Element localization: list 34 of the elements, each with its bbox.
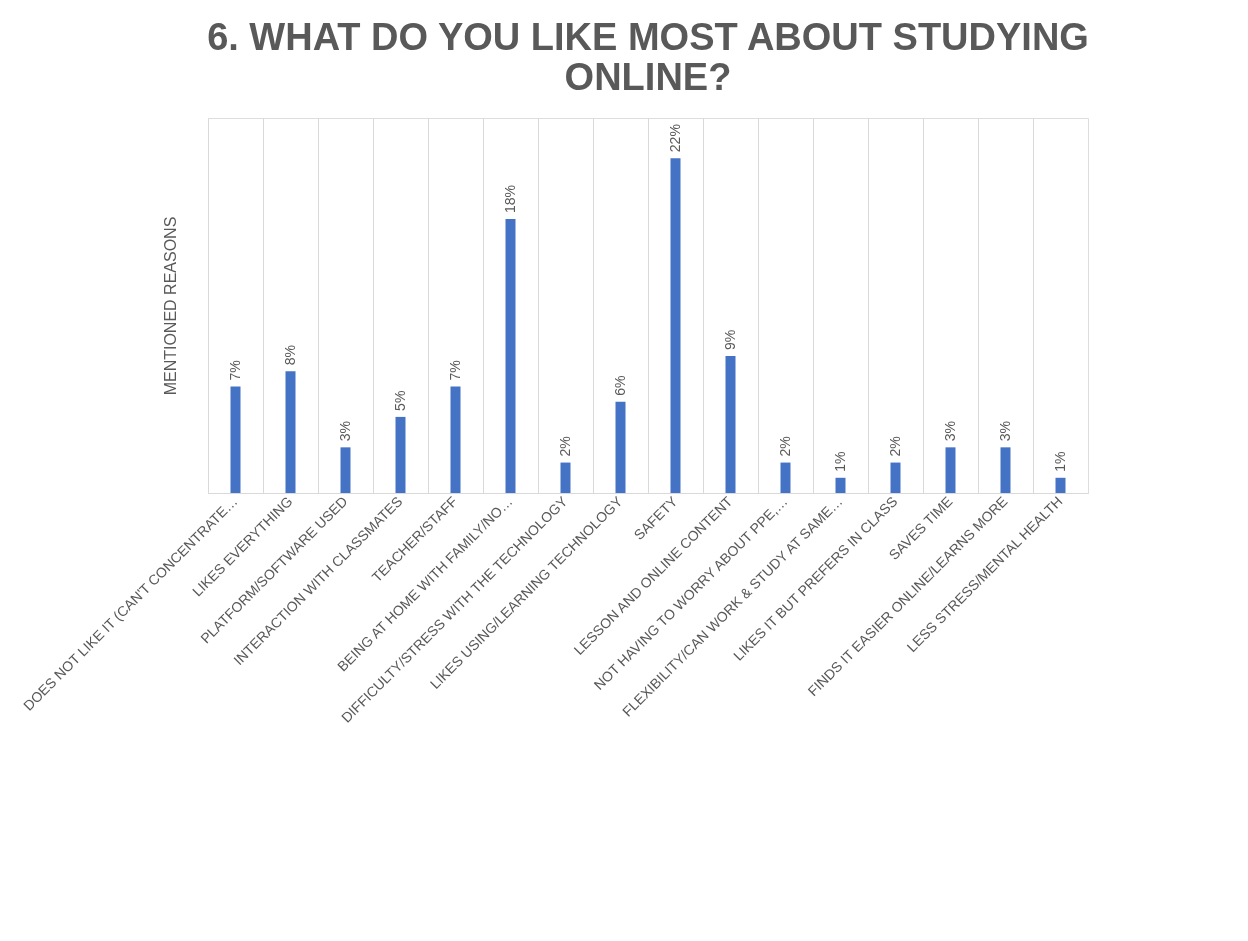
chart-title: 6. WHAT DO YOU LIKE MOST ABOUT STUDYING ONLINE?	[207, 16, 1089, 98]
bar	[1000, 447, 1011, 493]
bar	[725, 356, 736, 493]
data-label: 3%	[336, 421, 353, 442]
data-label: 3%	[941, 421, 958, 442]
bar	[670, 158, 681, 493]
bar	[560, 462, 571, 493]
data-label: 7%	[226, 360, 243, 381]
bar	[285, 371, 296, 493]
data-label: 7%	[446, 360, 463, 381]
data-label: 2%	[886, 436, 903, 457]
bar	[615, 401, 626, 493]
data-label: 6%	[611, 375, 628, 396]
bar	[450, 386, 461, 493]
data-label: 3%	[996, 421, 1013, 442]
data-label: 2%	[776, 436, 793, 457]
bar	[945, 447, 956, 493]
bar	[395, 416, 406, 493]
data-label: 9%	[721, 329, 738, 351]
data-label: 18%	[501, 185, 518, 214]
bar	[340, 447, 351, 493]
bar	[835, 477, 846, 493]
y-axis-title: MENTIONED REASONS	[161, 216, 179, 396]
bar	[505, 219, 516, 493]
data-label: 22%	[666, 124, 683, 153]
bar	[230, 386, 241, 493]
data-label: 1%	[831, 451, 848, 472]
data-label: 8%	[281, 345, 298, 366]
bar	[1055, 477, 1066, 493]
bar	[890, 462, 901, 493]
data-label: 2%	[556, 436, 573, 457]
data-label: 1%	[1051, 451, 1068, 472]
bar	[780, 462, 791, 493]
data-label: 5%	[391, 390, 408, 411]
